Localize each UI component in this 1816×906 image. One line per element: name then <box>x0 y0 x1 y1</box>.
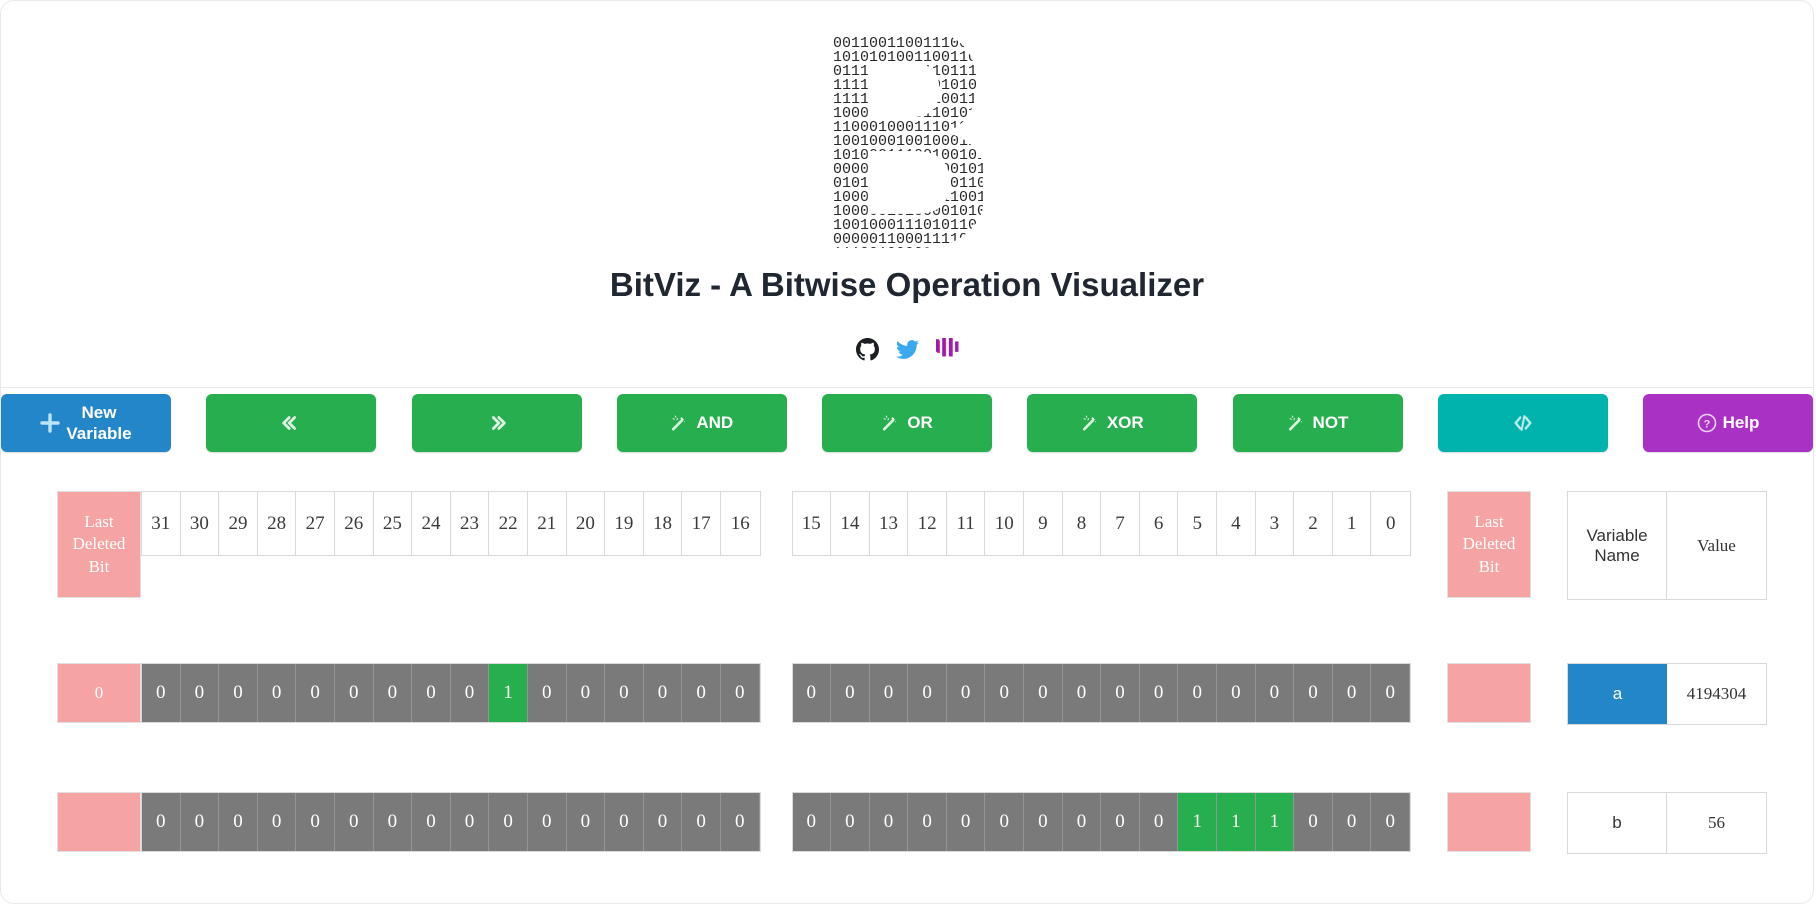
svg-text:?: ? <box>1703 419 1710 431</box>
svg-text:111001000000001001011110111010: 1110010000000010010111101110101011101101… <box>833 245 983 262</box>
